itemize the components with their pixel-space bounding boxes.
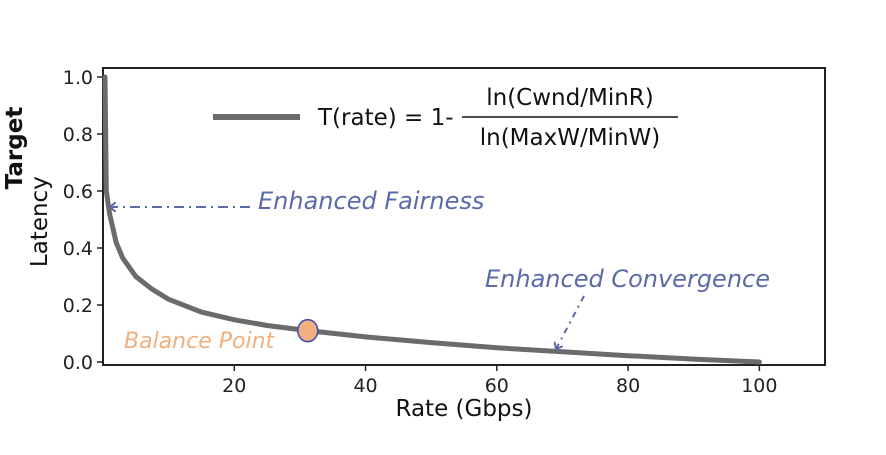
plot-frame <box>102 67 826 366</box>
y-axis-title: Latency Target <box>2 107 53 267</box>
y-axis-title-text: Latency Target <box>2 107 53 267</box>
legend: T(rate) = 1- ln(Cwnd/MinR) ln(MaxW/MinW) <box>213 85 678 151</box>
x-tick-label: 80 <box>616 375 640 397</box>
y-tick-label: 0.2 <box>63 295 93 317</box>
y-axis-title-latency: Latency <box>27 176 53 267</box>
annotation-balance-point: Balance Point <box>124 329 276 354</box>
x-tick-label: 60 <box>485 375 509 397</box>
y-tick-label: 0.8 <box>63 124 93 146</box>
legend-formula-left: T(rate) = 1- <box>317 105 454 131</box>
x-tick-label: 40 <box>353 375 377 397</box>
x-axis-title: Rate (Gbps) <box>395 396 532 422</box>
legend-formula-denominator: ln(MaxW/MinW) <box>480 125 661 151</box>
y-tick-label: 0.0 <box>63 352 93 374</box>
x-tick-label: 100 <box>741 375 777 397</box>
balance-point-marker <box>296 318 319 343</box>
y-axis-ticks: 0.0 0.2 0.4 0.6 0.8 1.0 <box>63 67 103 374</box>
annotation-enhanced-convergence: Enhanced Convergence <box>485 265 770 293</box>
y-tick-label: 1.0 <box>63 67 93 89</box>
annotation-enhanced-convergence-arrow <box>556 295 585 349</box>
y-tick-label: 0.4 <box>63 238 93 260</box>
series-line <box>102 74 762 365</box>
legend-formula-numerator: ln(Cwnd/MinR) <box>486 85 654 111</box>
y-axis-title-target: Target <box>2 107 28 190</box>
x-tick-label: 20 <box>222 375 246 397</box>
x-axis-ticks: 20 40 60 80 100 <box>222 365 777 397</box>
annotation-enhanced-fairness: Enhanced Fairness <box>258 187 484 215</box>
y-tick-label: 0.6 <box>63 181 93 203</box>
